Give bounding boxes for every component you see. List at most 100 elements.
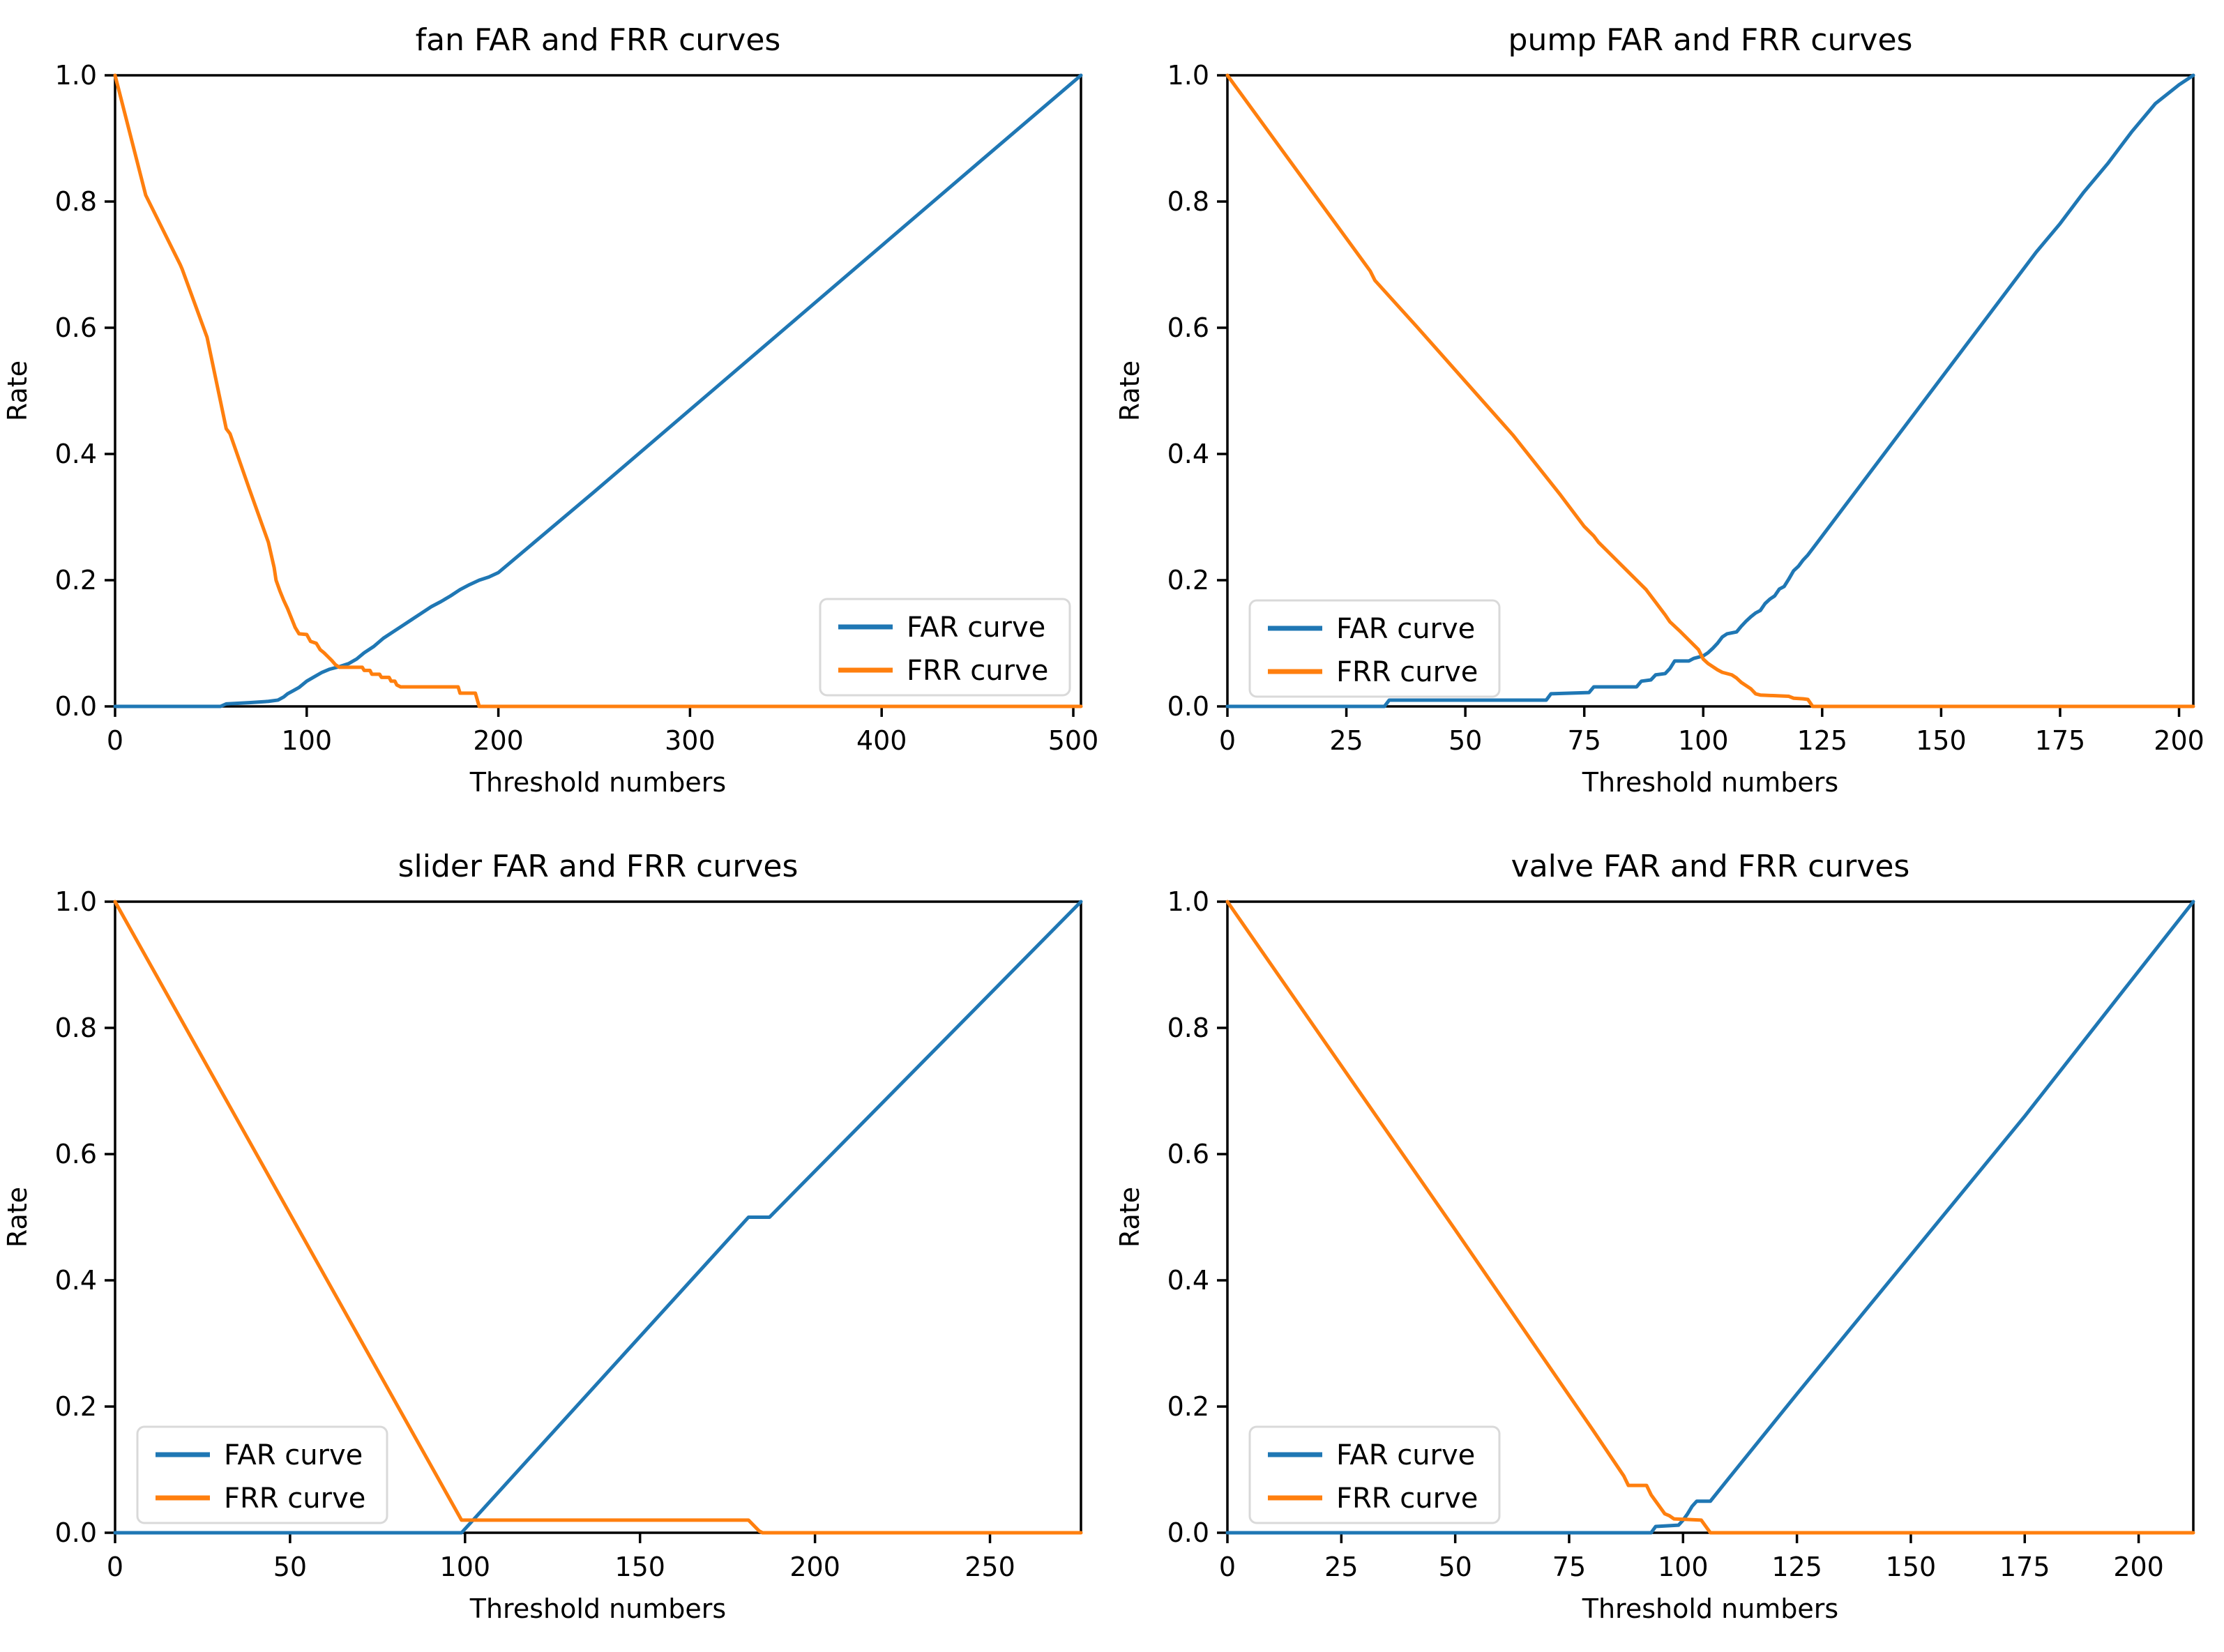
chart-valve: valve FAR and FRR curves 0.0 0.2 0.4 0.6 0.8 1… — [1112, 826, 2224, 1652]
legend-label: FAR curve — [1336, 1439, 1475, 1471]
y-tick-label: 1.0 — [55, 886, 97, 917]
x-tick-label: 200 — [2154, 725, 2204, 756]
plot-background — [1112, 826, 2224, 1652]
y-tick-label: 0.6 — [55, 1139, 97, 1169]
x-tick-label: 100 — [1658, 1552, 1709, 1582]
x-tick-label: 175 — [2034, 725, 2085, 756]
x-tick-label: 175 — [1999, 1552, 2050, 1582]
chart-fan-svg: fan FAR and FRR curves 0.0 0.2 0.4 0.6 0.8 1.0… — [0, 0, 1112, 826]
x-tick-label: 250 — [965, 1552, 1015, 1582]
axes-box — [114, 900, 1082, 1534]
x-tick-label: 50 — [1438, 1552, 1472, 1582]
y-tick-label: 0.2 — [55, 1391, 97, 1422]
legend-label: FAR curve — [1336, 613, 1475, 645]
frr-curve — [113, 73, 1083, 708]
y-axis-label: Rate — [2, 1186, 33, 1247]
frr-curve — [1225, 900, 2195, 1534]
x-tick-label: 75 — [1567, 725, 1601, 756]
y-tick-label: 0.4 — [55, 439, 97, 469]
chart-title: fan FAR and FRR curves — [416, 22, 781, 58]
y-tick-label: 0.4 — [55, 1265, 97, 1296]
plot-background — [0, 0, 1112, 826]
x-axis-label: Threshold numbers — [1581, 767, 1838, 798]
x-tick-label: 125 — [1796, 725, 1847, 756]
axes-box — [1225, 74, 2195, 708]
chart-fan: fan FAR and FRR curves 0.0 0.2 0.4 0.6 0.8 1.0… — [0, 0, 1112, 826]
legend-label: FRR curve — [224, 1483, 365, 1515]
x-tick-label: 50 — [1448, 725, 1481, 756]
legend: FAR curve FRR curve — [819, 598, 1071, 697]
x-tick-label: 200 — [789, 1552, 840, 1582]
y-tick-label: 0.6 — [55, 312, 97, 343]
x-tick-label: 75 — [1552, 1552, 1585, 1582]
legend-label: FRR curve — [1336, 656, 1478, 688]
y-tick-label: 0.8 — [1167, 186, 1209, 217]
legend-label: FRR curve — [907, 655, 1048, 687]
y-axis-label: Rate — [2, 361, 33, 421]
x-tick-label: 25 — [1329, 725, 1363, 756]
x-tick-label: 500 — [1048, 725, 1099, 756]
x-tick-label: 0 — [107, 725, 123, 756]
far-curve — [1225, 73, 2195, 708]
y-tick-label: 0.6 — [1167, 1139, 1209, 1169]
legend-label: FAR curve — [224, 1439, 363, 1471]
far-curve — [113, 900, 1083, 1534]
y-tick-label: 0.2 — [1167, 1391, 1209, 1422]
y-tick-label: 0.8 — [55, 1013, 97, 1043]
y-tick-label: 1.0 — [1167, 60, 1209, 91]
y-tick-label: 1.0 — [55, 60, 97, 91]
frr-curve — [113, 900, 1083, 1534]
chart-slider-svg: slider FAR and FRR curves 0.0 0.2 0.4 0.6 0.8… — [0, 826, 1112, 1652]
x-tick-label: 200 — [473, 725, 524, 756]
y-tick-label: 0.8 — [1167, 1013, 1209, 1043]
legend-label: FAR curve — [907, 612, 1045, 644]
x-tick-label: 200 — [2113, 1552, 2164, 1582]
plot-background — [1112, 0, 2224, 826]
x-tick-label: 50 — [273, 1552, 307, 1582]
far-curve — [1225, 900, 2195, 1534]
x-tick-label: 150 — [1885, 1552, 1936, 1582]
legend: FAR curve FRR curve — [1248, 1425, 1500, 1524]
y-tick-label: 0.2 — [55, 565, 97, 596]
frr-curve — [1225, 73, 2195, 708]
x-tick-label: 150 — [614, 1552, 665, 1582]
y-tick-label: 0.0 — [55, 1517, 97, 1548]
x-tick-label: 0 — [1218, 725, 1235, 756]
legend-label: FRR curve — [1336, 1483, 1478, 1515]
chart-pump-svg: pump FAR and FRR curves 0.0 0.2 0.4 0.6 0.8 1.… — [1112, 0, 2224, 826]
x-tick-label: 0 — [107, 1552, 123, 1582]
y-tick-label: 0.8 — [55, 186, 97, 217]
y-tick-label: 0.0 — [1167, 691, 1209, 722]
legend: FAR curve FRR curve — [136, 1425, 388, 1524]
x-tick-label: 100 — [282, 725, 333, 756]
y-tick-label: 1.0 — [1167, 886, 1209, 917]
far-curve — [113, 73, 1083, 708]
y-tick-label: 0.4 — [1167, 439, 1209, 469]
x-tick-label: 100 — [1678, 725, 1729, 756]
y-axis-label: Rate — [1114, 361, 1145, 421]
y-tick-label: 0.4 — [1167, 1265, 1209, 1296]
plot-background — [0, 826, 1112, 1652]
y-tick-label: 0.0 — [55, 691, 97, 722]
x-tick-label: 0 — [1218, 1552, 1235, 1582]
chart-title: pump FAR and FRR curves — [1508, 22, 1912, 58]
y-tick-label: 0.6 — [1167, 312, 1209, 343]
y-tick-label: 0.0 — [1167, 1517, 1209, 1548]
x-tick-label: 125 — [1771, 1552, 1822, 1582]
x-tick-label: 300 — [665, 725, 716, 756]
x-axis-label: Threshold numbers — [469, 767, 726, 798]
x-tick-label: 25 — [1324, 1552, 1358, 1582]
x-axis-label: Threshold numbers — [1581, 1593, 1838, 1624]
x-tick-label: 100 — [440, 1552, 491, 1582]
x-tick-label: 400 — [856, 725, 907, 756]
chart-slider: slider FAR and FRR curves 0.0 0.2 0.4 0.6 0.8… — [0, 826, 1112, 1652]
x-tick-label: 150 — [1916, 725, 1967, 756]
chart-title: valve FAR and FRR curves — [1511, 849, 1909, 884]
chart-pump: pump FAR and FRR curves 0.0 0.2 0.4 0.6 0.8 1.… — [1112, 0, 2224, 826]
x-axis-label: Threshold numbers — [469, 1593, 726, 1624]
chart-valve-svg: valve FAR and FRR curves 0.0 0.2 0.4 0.6 0.8 1… — [1112, 826, 2224, 1652]
chart-title: slider FAR and FRR curves — [398, 849, 799, 884]
y-tick-label: 0.2 — [1167, 565, 1209, 596]
legend: FAR curve FRR curve — [1248, 599, 1500, 698]
